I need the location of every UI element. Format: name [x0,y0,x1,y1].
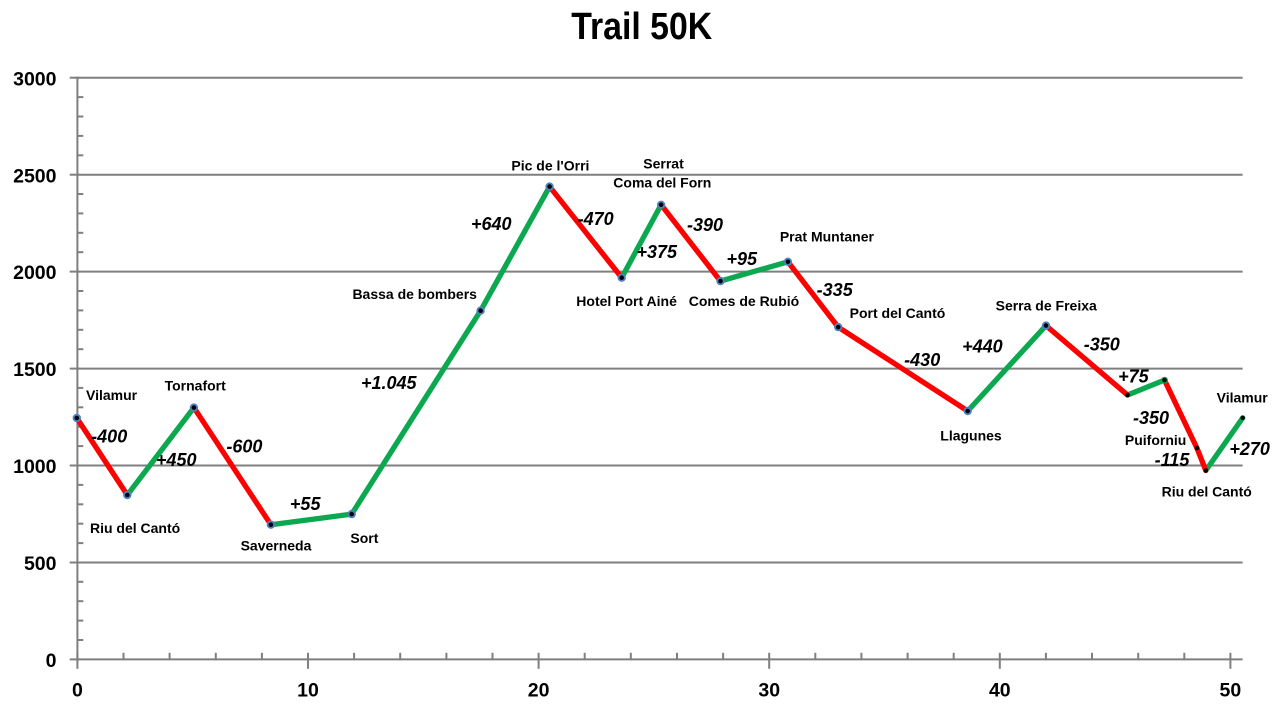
svg-text:2500: 2500 [13,165,57,187]
svg-text:-350: -350 [1133,408,1169,428]
svg-text:Trail 50K: Trail 50K [571,6,712,48]
svg-text:-335: -335 [817,280,854,300]
svg-text:3000: 3000 [13,68,57,90]
svg-text:2000: 2000 [13,262,57,284]
svg-text:40: 40 [989,679,1011,701]
svg-text:Bassa de bombers: Bassa de bombers [352,286,477,302]
svg-text:+640: +640 [471,214,512,234]
svg-text:+440: +440 [962,337,1003,357]
svg-text:-115: -115 [1155,450,1191,470]
svg-text:+450: +450 [156,450,197,470]
svg-text:Pic de l'Orri: Pic de l'Orri [511,157,589,173]
svg-text:Serrat: Serrat [643,156,684,172]
svg-text:Comes de Rubió: Comes de Rubió [689,293,799,309]
svg-text:Tornafort: Tornafort [165,378,227,394]
svg-text:-430: -430 [904,350,940,370]
svg-text:Llagunes: Llagunes [940,428,1002,444]
svg-text:Puiforniu: Puiforniu [1125,432,1186,448]
svg-text:Saverneda: Saverneda [241,538,312,554]
svg-text:-390: -390 [687,215,723,235]
svg-text:-350: -350 [1084,335,1120,355]
svg-text:Port del Cantó: Port del Cantó [850,305,946,321]
svg-text:+270: +270 [1229,439,1270,459]
svg-text:Serra de Freixa: Serra de Freixa [996,298,1097,314]
svg-text:Hotel Port Ainé: Hotel Port Ainé [576,293,677,309]
svg-text:Vilamur: Vilamur [86,387,138,403]
svg-text:-400: -400 [91,427,127,447]
svg-text:-470: -470 [578,209,614,229]
svg-text:+375: +375 [637,242,679,262]
svg-text:-600: -600 [226,437,262,457]
svg-text:10: 10 [297,679,319,701]
svg-text:1500: 1500 [13,359,57,381]
svg-text:+95: +95 [727,249,759,269]
svg-text:50: 50 [1220,679,1242,701]
svg-text:Riu del Cantó: Riu del Cantó [1162,484,1252,500]
svg-text:Sort: Sort [350,530,378,546]
svg-text:1000: 1000 [13,456,57,478]
svg-text:Coma del Forn: Coma del Forn [613,175,711,191]
svg-text:Riu del Cantó: Riu del Cantó [90,520,180,536]
svg-text:+55: +55 [290,494,322,514]
svg-text:Prat Muntaner: Prat Muntaner [780,228,875,244]
svg-text:30: 30 [758,679,780,701]
svg-text:+75: +75 [1118,367,1150,387]
svg-text:0: 0 [72,679,83,701]
svg-text:0: 0 [46,650,57,672]
svg-text:20: 20 [528,679,550,701]
svg-text:500: 500 [24,553,57,575]
svg-text:+1.045: +1.045 [361,373,418,393]
svg-text:Vilamur: Vilamur [1217,390,1269,406]
